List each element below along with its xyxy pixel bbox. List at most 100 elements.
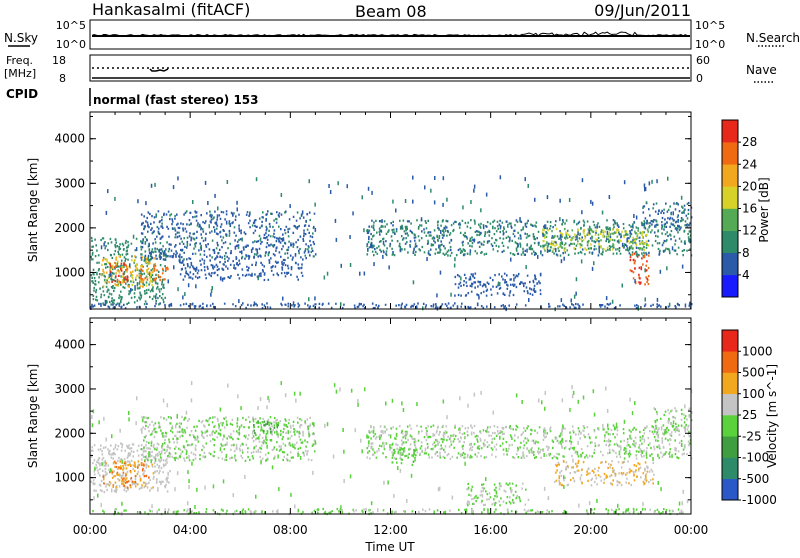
y-tick-label: 1000	[54, 265, 85, 279]
sparse-echo	[577, 440, 579, 445]
sparse-echo	[623, 419, 626, 424]
sparse-echo	[593, 412, 596, 417]
sparse-echo	[392, 199, 394, 204]
x-tick-label: 04:00	[173, 523, 208, 537]
x-tick-label: 00:00	[73, 523, 108, 537]
sparse-echo	[342, 428, 344, 432]
sparse-echo	[412, 280, 415, 285]
sparse-echo	[389, 434, 392, 439]
noise-left-tick-bottom: 10^0	[56, 38, 86, 51]
sparse-echo	[132, 234, 135, 239]
sparse-echo	[109, 272, 112, 277]
scatter-cells-1-9	[412, 449, 416, 463]
sparse-echo	[151, 504, 153, 509]
sparse-echo	[606, 230, 609, 235]
sparse-echo	[332, 454, 335, 459]
sparse-echo	[388, 265, 390, 270]
sparse-echo	[278, 487, 280, 492]
sparse-echo	[280, 445, 282, 450]
sparse-echo	[559, 198, 561, 203]
sparse-echo	[135, 247, 138, 252]
sparse-echo	[446, 197, 448, 202]
sparse-echo	[204, 237, 207, 242]
x-tick-label: 12:00	[373, 523, 408, 537]
colorbar-tick-label: 25	[742, 408, 757, 422]
scatter-cells-1-6	[555, 459, 654, 487]
sparse-echo	[361, 449, 363, 454]
sparse-echo	[613, 510, 615, 515]
sparse-echo	[93, 496, 95, 501]
sparse-echo	[184, 292, 186, 297]
sparse-echo	[659, 269, 662, 274]
sparse-echo	[253, 301, 256, 306]
sparse-echo	[678, 501, 681, 506]
colorbar-segment	[722, 208, 738, 231]
sparse-echo	[478, 295, 480, 300]
sparse-echo	[667, 419, 670, 424]
sparse-echo	[172, 185, 175, 190]
sparse-echo	[561, 437, 564, 442]
colorbar-segment	[722, 230, 738, 254]
sparse-echo	[217, 206, 219, 211]
nave-label: Nave	[746, 63, 777, 77]
sparse-echo	[267, 395, 269, 400]
sparse-echo	[582, 395, 585, 400]
sparse-echo	[671, 246, 674, 251]
sparse-echo	[565, 466, 568, 471]
sparse-echo	[430, 188, 432, 193]
sparse-echo	[236, 207, 238, 212]
sparse-echo	[570, 298, 572, 303]
x-tick-label: 08:00	[273, 523, 308, 537]
sparse-echo	[241, 509, 244, 514]
sparse-echo	[364, 387, 366, 392]
sparse-echo	[462, 205, 464, 210]
sparse-echo	[103, 242, 105, 247]
sparse-echo	[432, 432, 434, 437]
sparse-echo	[244, 474, 246, 479]
sparse-echo	[287, 430, 289, 435]
sparse-echo	[402, 408, 405, 412]
colorbar-segment	[722, 252, 738, 276]
sparse-echo	[629, 397, 631, 402]
sparse-echo	[588, 229, 590, 234]
sparse-echo	[473, 188, 475, 193]
sparse-echo	[257, 276, 259, 281]
colorbar-segment	[722, 120, 738, 143]
sparse-echo	[314, 202, 316, 207]
sparse-echo	[580, 453, 582, 458]
sparse-echo	[236, 417, 239, 422]
sparse-echo	[399, 468, 402, 473]
colorbar-segment	[722, 372, 738, 395]
sparse-echo	[98, 420, 100, 425]
sparse-echo	[658, 250, 661, 255]
sparse-echo	[370, 501, 373, 506]
sparse-echo	[644, 187, 647, 191]
sparse-echo	[136, 396, 138, 401]
x-tick-label: 16:00	[473, 523, 508, 537]
cpid-label: CPID	[6, 87, 38, 101]
sparse-echo	[528, 298, 530, 302]
sparse-echo	[104, 299, 107, 304]
sparse-echo	[340, 302, 342, 307]
sparse-echo	[391, 398, 394, 403]
sparse-echo	[645, 452, 648, 457]
sparse-echo	[395, 208, 397, 213]
colorbar-segment	[722, 186, 738, 209]
sparse-echo	[302, 432, 304, 437]
sparse-echo	[352, 211, 354, 216]
sparse-echo	[313, 422, 315, 427]
sparse-echo	[460, 276, 462, 281]
scatter-cells-1-5	[366, 424, 693, 460]
sparse-echo	[227, 383, 229, 388]
sparse-echo	[282, 296, 284, 301]
sparse-echo	[598, 245, 600, 250]
sparse-echo	[656, 297, 659, 302]
power-panel: 1000 2000 3000 4000 Slant Range [km] 4 8 12 16…	[26, 111, 771, 312]
sparse-echo	[569, 407, 571, 412]
sparse-echo	[373, 262, 375, 267]
sparse-echo	[397, 466, 399, 471]
colorbar-segment	[722, 330, 738, 352]
sparse-echo	[210, 292, 212, 297]
sparse-echo	[308, 297, 310, 302]
sparse-echo	[450, 292, 452, 297]
